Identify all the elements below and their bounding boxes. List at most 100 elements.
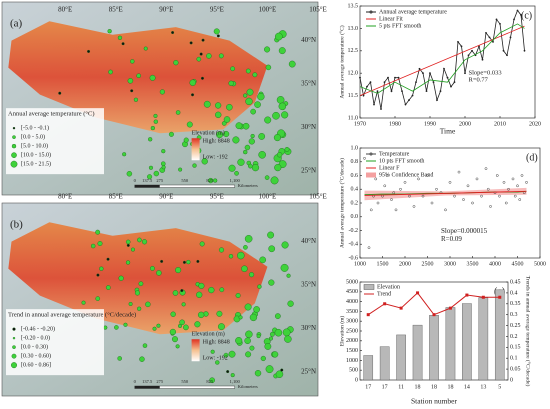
- y-tick-label: 500: [349, 368, 358, 374]
- bar: [412, 324, 423, 381]
- station: [150, 125, 155, 131]
- point: [518, 198, 522, 201]
- station: [153, 119, 158, 124]
- legend-label: [-0.46 - -0.20): [21, 326, 55, 333]
- legend-label: [15.0 - 21.5): [21, 161, 51, 168]
- station: [254, 370, 262, 377]
- point: [426, 174, 429, 177]
- y-tick-label: 2000: [346, 338, 358, 344]
- y-tick-label: 13.5: [348, 3, 359, 9]
- elevation-title: Elevation (m): [192, 130, 225, 137]
- station: [244, 144, 251, 151]
- station: [171, 336, 178, 343]
- legend-box: [6, 309, 104, 376]
- point: [383, 302, 387, 306]
- point: [486, 187, 490, 191]
- station: [206, 53, 212, 59]
- station: [123, 322, 128, 327]
- annotation: R=0.09: [441, 235, 462, 243]
- point: [485, 31, 487, 34]
- scale-label: 137.5: [142, 379, 153, 384]
- point: [466, 184, 470, 188]
- x-tick-label: 4500: [512, 261, 524, 267]
- station: [189, 41, 193, 45]
- point: [436, 99, 438, 101]
- station: [252, 72, 258, 78]
- station: [171, 31, 175, 35]
- point: [429, 72, 431, 75]
- point: [453, 81, 456, 84]
- y2-tick-label: 0.2: [510, 334, 518, 340]
- x-tick-label: 18: [431, 384, 437, 390]
- station: [256, 334, 261, 339]
- point: [484, 167, 488, 170]
- station: [159, 89, 165, 95]
- point: [412, 205, 416, 208]
- point: [481, 295, 485, 299]
- station: [242, 122, 250, 130]
- point: [523, 49, 526, 52]
- point: [504, 201, 508, 205]
- station: [117, 356, 122, 361]
- lat-label: 35°N: [301, 80, 316, 88]
- legend-label: [0.30 - 0.60): [21, 353, 51, 360]
- station: [183, 324, 189, 331]
- point: [425, 90, 428, 93]
- station: [90, 243, 96, 249]
- point: [430, 201, 434, 205]
- point: [525, 181, 528, 184]
- y2-tick-label: 0.15: [510, 345, 521, 351]
- lon-label: 100°E: [259, 6, 277, 14]
- station: [161, 165, 166, 170]
- station: [145, 301, 151, 308]
- station: [218, 323, 225, 331]
- station: [189, 79, 196, 86]
- y-axis-label: Annual average temperature (°C/decade): [338, 158, 345, 248]
- scale-label: 825: [206, 178, 214, 183]
- station: [250, 133, 255, 139]
- station: [248, 272, 255, 278]
- y2-tick-label: 0.35: [510, 301, 521, 307]
- point: [369, 81, 372, 84]
- point: [408, 99, 410, 101]
- station: [194, 321, 201, 328]
- point: [363, 156, 366, 160]
- station: [258, 151, 266, 159]
- point: [366, 85, 368, 88]
- station: [230, 66, 236, 72]
- x-axis-label: Station number: [411, 397, 458, 406]
- point: [511, 177, 515, 181]
- point: [418, 67, 421, 70]
- station: [199, 241, 205, 247]
- y-tick-label: 5000: [346, 279, 358, 285]
- station: [257, 284, 262, 289]
- station: [58, 91, 62, 95]
- station: [287, 300, 294, 307]
- scale-label: 0: [134, 379, 137, 384]
- lon-label: 105°E: [309, 6, 327, 14]
- point: [450, 85, 452, 88]
- point: [481, 58, 484, 61]
- station: [223, 130, 230, 138]
- station: [234, 170, 239, 176]
- point: [507, 187, 510, 191]
- lon-label: 95°E: [210, 193, 224, 201]
- point: [502, 49, 505, 52]
- point: [499, 23, 501, 25]
- lat-label: 30°N: [301, 123, 316, 131]
- x-tick-label: 2500: [422, 261, 434, 267]
- point: [506, 54, 508, 57]
- point: [448, 181, 452, 184]
- station: [264, 116, 272, 124]
- point: [432, 81, 435, 84]
- point: [516, 9, 519, 12]
- station: [243, 244, 248, 250]
- station: [235, 122, 243, 130]
- station: [95, 296, 101, 301]
- elevation-low: Low: -192: [203, 155, 228, 161]
- point: [453, 194, 456, 198]
- station: [203, 100, 211, 108]
- point: [390, 198, 393, 201]
- point: [394, 76, 396, 79]
- station: [244, 235, 253, 243]
